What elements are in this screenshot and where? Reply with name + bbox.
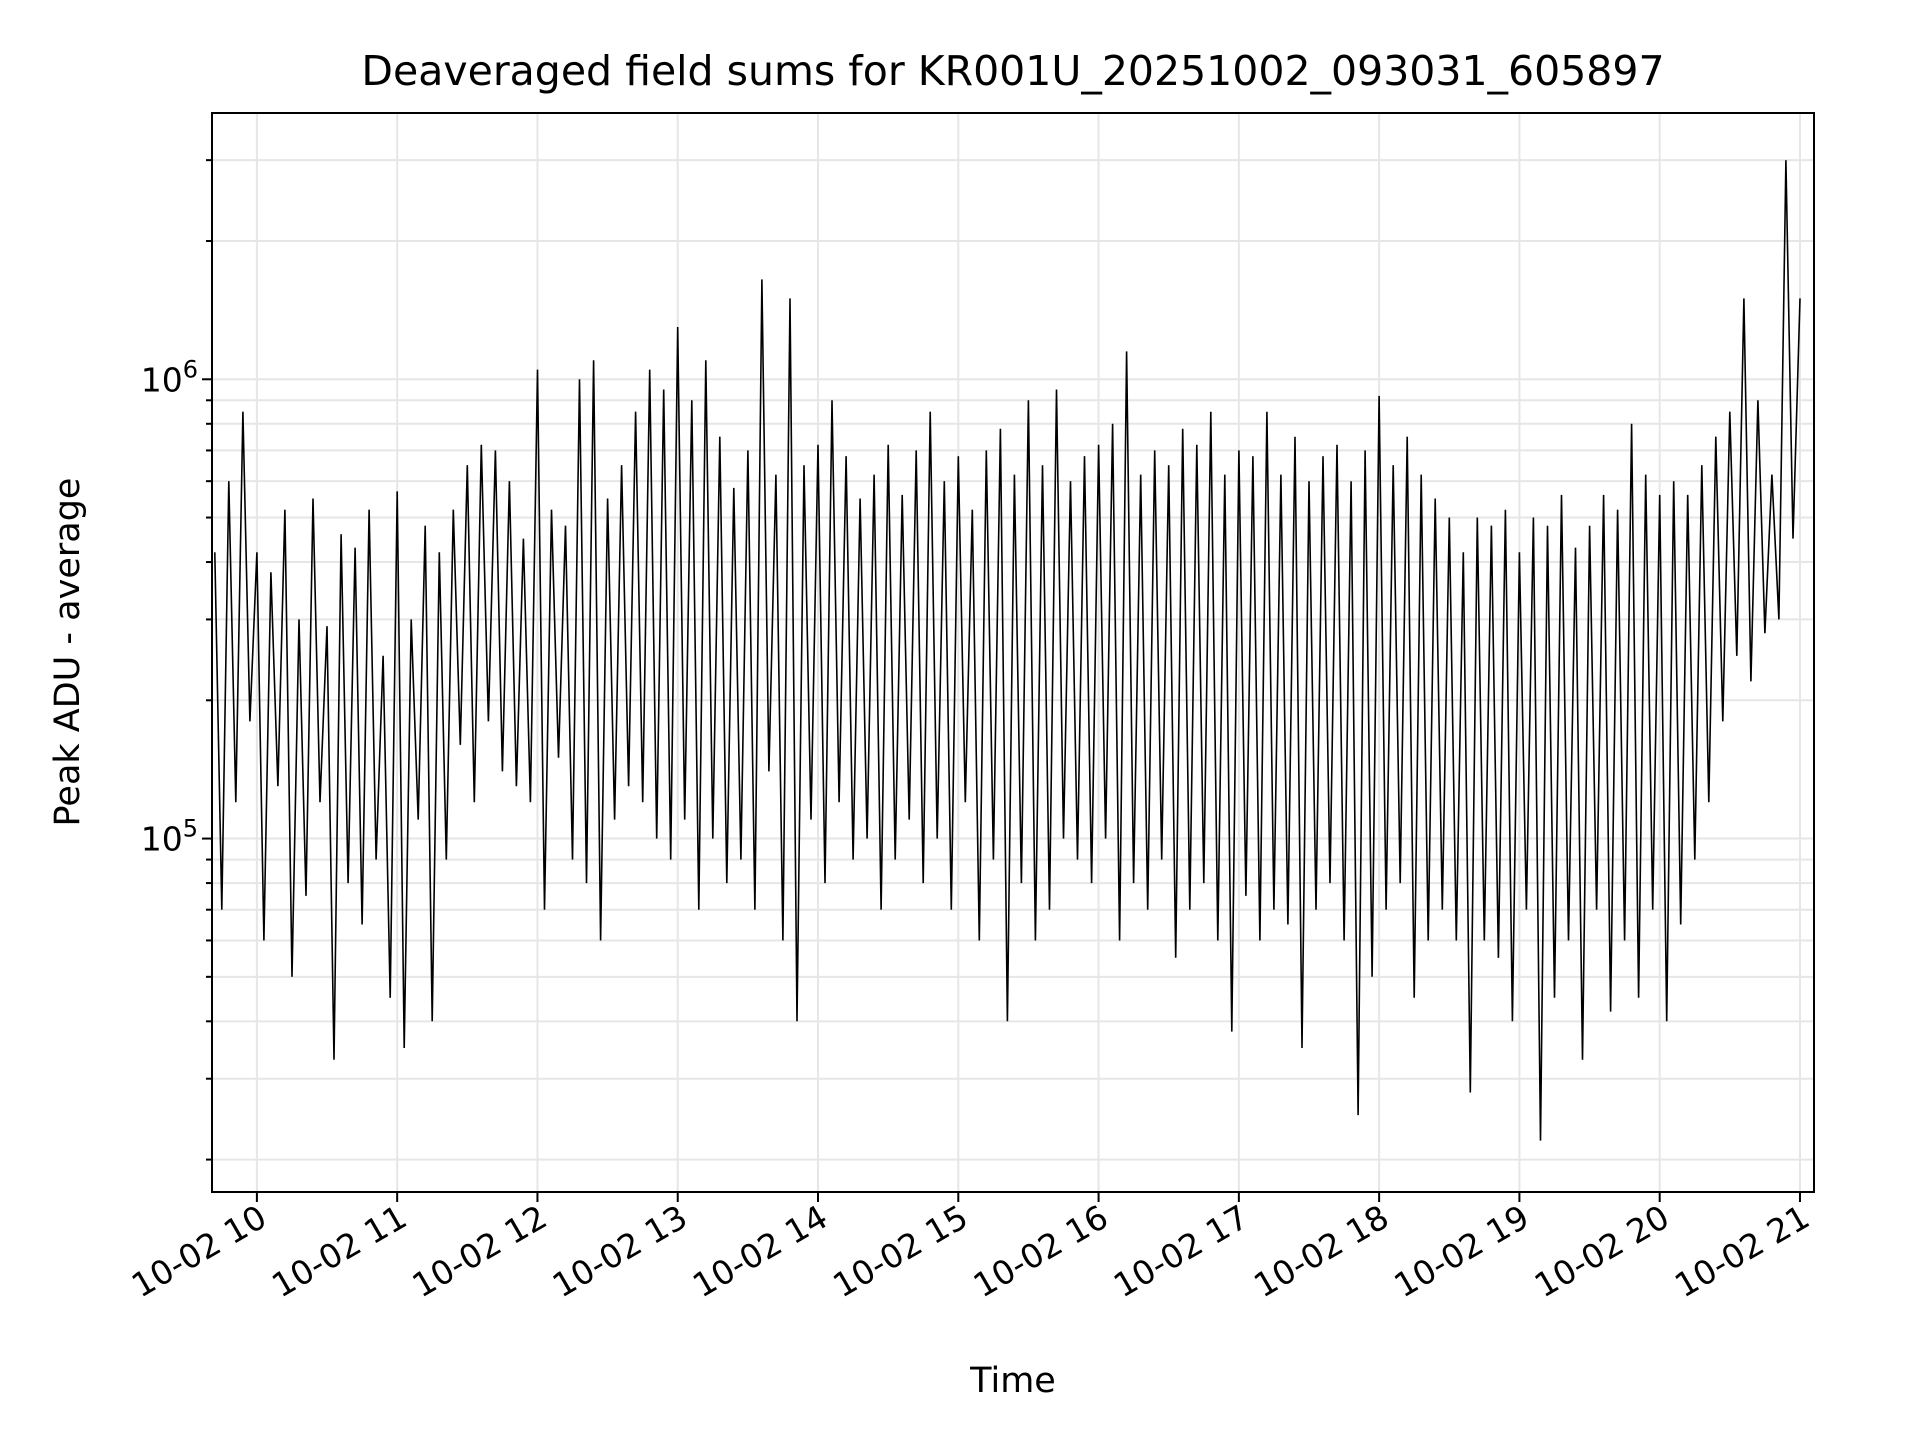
axes-layer	[211, 112, 1815, 1193]
series-layer	[214, 160, 1801, 1141]
series-line	[214, 160, 1801, 1141]
chart-title: Deaveraged field sums for KR001U_2025100…	[361, 47, 1664, 95]
x-axis-label: Time	[969, 1361, 1056, 1401]
y-tick-label: 106	[141, 355, 198, 399]
y-tick-label: 105	[141, 815, 198, 859]
y-axis-label: Peak ADU - average	[48, 478, 88, 827]
axes-frame	[211, 112, 1815, 1193]
